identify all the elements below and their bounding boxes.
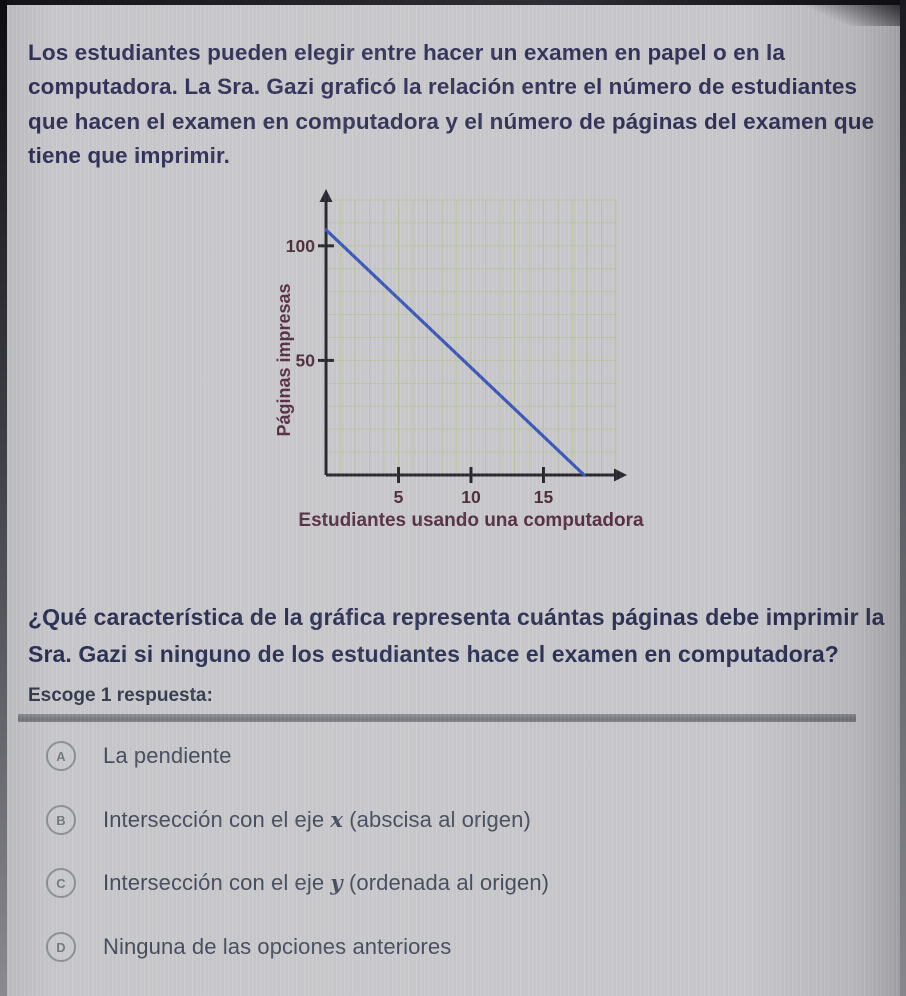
option-b-letter: B <box>56 812 66 828</box>
y-tick-label: 100 <box>286 236 315 256</box>
question-text: ¿Qué característica de la gráfica repres… <box>28 604 885 667</box>
x-tick-label: 10 <box>461 487 481 507</box>
option-a-text: La pendiente <box>103 743 232 768</box>
option-d[interactable]: D Ninguna de las opciones anteriores <box>46 930 451 964</box>
option-b-radio[interactable]: B <box>46 805 76 835</box>
data-line <box>324 228 586 477</box>
option-a-label: La pendiente <box>103 743 231 769</box>
option-c-label: Intersección con el eje y (ordenada al o… <box>103 870 549 896</box>
chart-svg: 50 100 5 10 15 Páginas impresas Estudiantes us… <box>274 189 644 531</box>
y-axis-arrow <box>319 189 333 202</box>
option-b-text-post: (abscisa al origen) <box>343 807 531 832</box>
chart: 50 100 5 10 15 Páginas impresas Estudiantes us… <box>268 188 660 540</box>
answers-divider <box>18 714 856 722</box>
option-c-text-post: (ordenada al origen) <box>342 870 550 895</box>
option-c[interactable]: C Intersección con el eje y (ordenada al… <box>46 866 549 900</box>
option-b-text: Intersección con el eje <box>103 807 331 832</box>
y-axis-title: Páginas impresas <box>274 283 294 436</box>
problem-statement: Los estudiantes pueden elegir entre hace… <box>28 39 875 169</box>
screen-left-edge <box>0 0 7 996</box>
option-a[interactable]: A La pendiente <box>46 739 231 773</box>
option-d-letter: D <box>56 939 66 955</box>
x-tick-label: 5 <box>394 487 404 507</box>
option-c-text: Intersección con el eje <box>103 870 331 895</box>
option-c-radio[interactable]: C <box>46 868 76 898</box>
option-b-mathvar: x <box>330 807 344 832</box>
option-d-label: Ninguna de las opciones anteriores <box>103 934 451 960</box>
choose-answer-prompt: Escoge 1 respuesta: <box>28 685 213 706</box>
y-tick-label: 50 <box>296 350 316 370</box>
option-d-radio[interactable]: D <box>46 932 76 962</box>
x-tick-label: 15 <box>534 487 554 507</box>
x-axis-title: Estudiantes usando una computadora <box>298 510 644 531</box>
option-a-radio[interactable]: A <box>46 741 76 771</box>
option-a-letter: A <box>56 748 66 764</box>
x-axis-arrow <box>614 468 627 482</box>
screen-right-edge <box>900 0 906 996</box>
option-b[interactable]: B Intersección con el eje x (abscisa al … <box>46 803 531 837</box>
option-b-label: Intersección con el eje x (abscisa al or… <box>103 807 531 833</box>
option-c-letter: C <box>56 875 66 891</box>
option-c-mathvar: y <box>330 870 343 895</box>
screen-top-edge <box>0 0 906 5</box>
option-d-text: Ninguna de las opciones anteriores <box>103 934 452 959</box>
